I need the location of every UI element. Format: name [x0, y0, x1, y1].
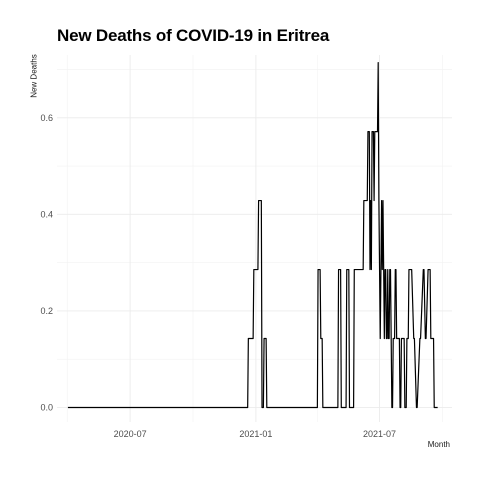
- y-tick-label: 0.0: [40, 403, 53, 413]
- x-tick-label: 2020-07: [114, 429, 147, 439]
- chart-title: New Deaths of COVID-19 in Eritrea: [57, 26, 330, 45]
- x-axis-label: Month: [427, 440, 450, 449]
- minor-gridlines: [57, 55, 452, 422]
- y-tick-label: 0.6: [40, 113, 53, 123]
- x-tick-label: 2021-07: [363, 429, 396, 439]
- y-tick-label: 0.2: [40, 306, 53, 316]
- series-line: [67, 61, 438, 409]
- x-tick-label: 2021-01: [239, 429, 272, 439]
- x-tick-labels: 2020-07 2021-01 2021-07: [114, 429, 396, 439]
- series-layer: [67, 61, 438, 409]
- y-tick-labels: 0.0 0.2 0.4 0.6: [40, 113, 53, 413]
- y-tick-label: 0.4: [40, 209, 53, 219]
